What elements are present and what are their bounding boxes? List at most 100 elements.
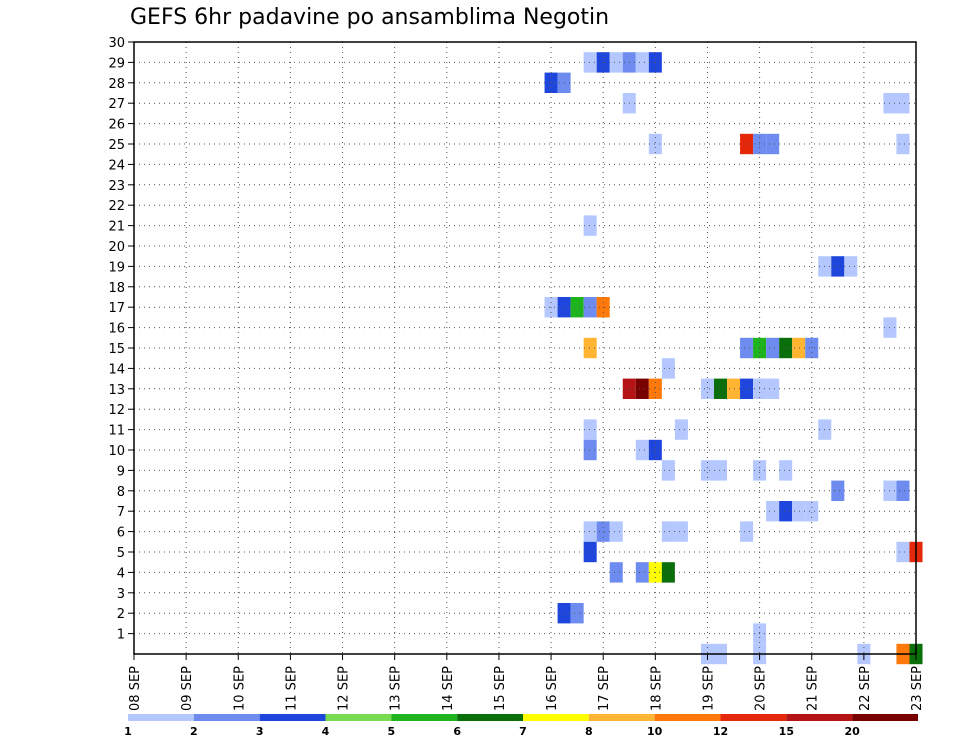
y-tick-label: 19 (108, 260, 125, 275)
heat-cell (740, 337, 754, 359)
heat-cell (766, 378, 780, 399)
legend-label: 15 (779, 725, 794, 738)
x-tick-label: 23 SEP (910, 666, 925, 711)
heat-cell (583, 439, 597, 461)
heat-cell (661, 358, 675, 379)
heat-cell (661, 521, 675, 542)
legend-label: 7 (519, 725, 527, 738)
heat-cell (661, 460, 675, 481)
y-tick-label: 6 (117, 526, 125, 541)
legend-swatch (720, 714, 787, 721)
heat-cell (635, 562, 649, 583)
legend-label: 6 (453, 725, 461, 738)
y-tick-label: 14 (108, 362, 125, 377)
x-tick-label: 17 SEP (597, 666, 612, 711)
heat-cell (740, 133, 754, 155)
y-tick-label: 25 (108, 138, 125, 153)
heat-cell (766, 133, 780, 155)
heat-cell (570, 603, 584, 624)
legend-swatch (193, 714, 260, 721)
y-tick-label: 12 (108, 403, 125, 418)
legend-label: 4 (322, 725, 330, 738)
heat-cell (766, 337, 780, 359)
x-tick-label: 22 SEP (858, 666, 873, 711)
heat-cell (700, 460, 714, 481)
x-tick-label: 19 SEP (701, 666, 716, 711)
heat-cell (583, 215, 597, 236)
heat-cell (596, 521, 610, 542)
heat-cell (700, 378, 714, 399)
legend-label: 1 (124, 725, 132, 738)
heat-cell (583, 541, 597, 563)
heat-cell (766, 501, 780, 522)
heat-cell (805, 501, 819, 522)
heat-cell (570, 297, 584, 318)
legend-label: 3 (256, 725, 264, 738)
x-tick-label: 11 SEP (284, 666, 299, 711)
y-tick-label: 4 (117, 566, 125, 581)
x-tick-label: 08 SEP (128, 666, 143, 711)
x-tick-label: 16 SEP (545, 666, 560, 711)
y-tick-label: 10 (108, 444, 125, 459)
y-tick-label: 21 (108, 220, 125, 235)
legend-label: 8 (585, 725, 593, 738)
x-tick-label: 20 SEP (754, 666, 769, 711)
legend-swatch (391, 714, 458, 721)
heat-cell (609, 562, 623, 583)
heat-cell (831, 480, 845, 501)
heat-cell (609, 52, 623, 73)
heat-cell (831, 256, 845, 277)
legend-swatch (457, 714, 523, 721)
y-tick-label: 18 (108, 281, 125, 296)
legend-label: 5 (388, 725, 396, 738)
heat-cell (740, 521, 754, 542)
legend-swatch (852, 714, 918, 721)
legend-label: 10 (647, 725, 663, 738)
heat-cell (896, 541, 910, 563)
heat-cell (674, 521, 688, 542)
heat-cell (713, 460, 728, 481)
x-tick-label: 21 SEP (806, 666, 821, 711)
x-tick-label: 18 SEP (649, 666, 664, 711)
heat-cell (792, 501, 806, 522)
y-tick-label: 27 (108, 97, 125, 112)
legend-label: 12 (713, 725, 728, 738)
heat-cell (609, 521, 623, 542)
y-tick-label: 26 (108, 118, 125, 133)
y-tick-label: 3 (117, 587, 125, 602)
y-tick-label: 9 (117, 464, 125, 479)
y-tick-label: 11 (108, 424, 125, 439)
y-tick-label: 22 (108, 199, 125, 214)
y-tick-label: 8 (117, 485, 125, 500)
heat-cell (779, 460, 793, 481)
legend-swatch (128, 714, 194, 721)
legend-label: 2 (190, 725, 198, 738)
x-tick-label: 09 SEP (180, 666, 195, 711)
heat-cell (583, 521, 597, 542)
heat-cell (583, 52, 597, 73)
y-tick-label: 20 (108, 240, 125, 255)
y-tick-label: 24 (108, 158, 125, 173)
legend-swatch (654, 714, 721, 721)
x-tick-label: 12 SEP (337, 666, 352, 711)
heat-cell (648, 439, 662, 461)
heat-cell (896, 133, 910, 155)
heat-cell (648, 133, 662, 155)
y-tick-label: 1 (117, 628, 125, 643)
y-tick-label: 2 (117, 607, 125, 622)
y-tick-label: 15 (108, 342, 125, 357)
heat-cell (792, 337, 806, 359)
heat-cell (635, 52, 649, 73)
chart-title: GEFS 6hr padavine po ansamblima Negotin (130, 5, 610, 30)
legend-swatch (259, 714, 326, 721)
heat-cell (740, 378, 754, 399)
heat-cell (727, 378, 741, 399)
heat-cell (635, 378, 649, 399)
y-tick-label: 28 (108, 77, 125, 92)
heat-cell (648, 378, 662, 399)
heat-cell (896, 93, 910, 114)
heat-cell (661, 562, 675, 583)
legend-swatch (588, 714, 655, 721)
heat-cell (713, 378, 728, 399)
